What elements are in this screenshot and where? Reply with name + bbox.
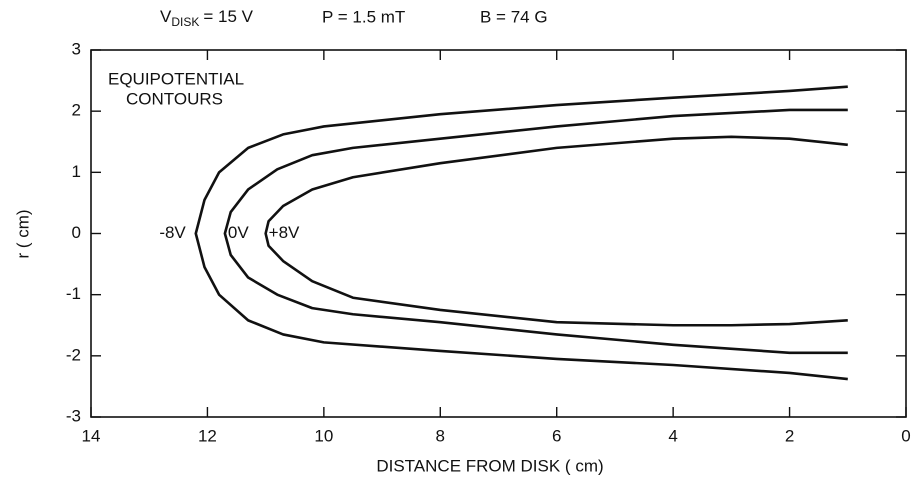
chart-title-pressure: P = 1.5 mT: [322, 7, 405, 26]
y-tick-label: -2: [66, 345, 81, 364]
y-tick-label: -1: [66, 284, 81, 303]
x-tick-label: 8: [436, 426, 445, 445]
contour: [264, 135, 848, 327]
y-tick-label: 1: [72, 162, 81, 181]
chart-title-field: B = 74 G: [480, 7, 548, 26]
x-tick-label: 2: [785, 426, 794, 445]
x-tick-label: 0: [901, 426, 910, 445]
y-tick-label: 0: [72, 223, 81, 242]
annotation: EQUIPOTENTIAL: [108, 69, 244, 88]
chart-title: VDISK = 15 V: [160, 7, 254, 29]
x-axis-label: DISTANCE FROM DISK ( cm): [376, 456, 603, 475]
y-tick-label: 2: [72, 101, 81, 120]
x-tick-label: 14: [82, 426, 101, 445]
x-tick-label: 12: [198, 426, 217, 445]
y-tick-label: -3: [66, 406, 81, 425]
x-tick-label: 4: [668, 426, 677, 445]
x-tick-label: 10: [314, 426, 333, 445]
contour-label: -8V: [159, 223, 186, 242]
contour: [223, 108, 848, 355]
contour: [194, 85, 848, 381]
y-axis-label: r ( cm): [13, 209, 32, 258]
contour-label: +8V: [269, 223, 300, 242]
annotation: CONTOURS: [126, 89, 223, 108]
contour-label: 0V: [228, 223, 249, 242]
y-tick-label: 3: [72, 39, 81, 58]
x-tick-label: 6: [552, 426, 561, 445]
